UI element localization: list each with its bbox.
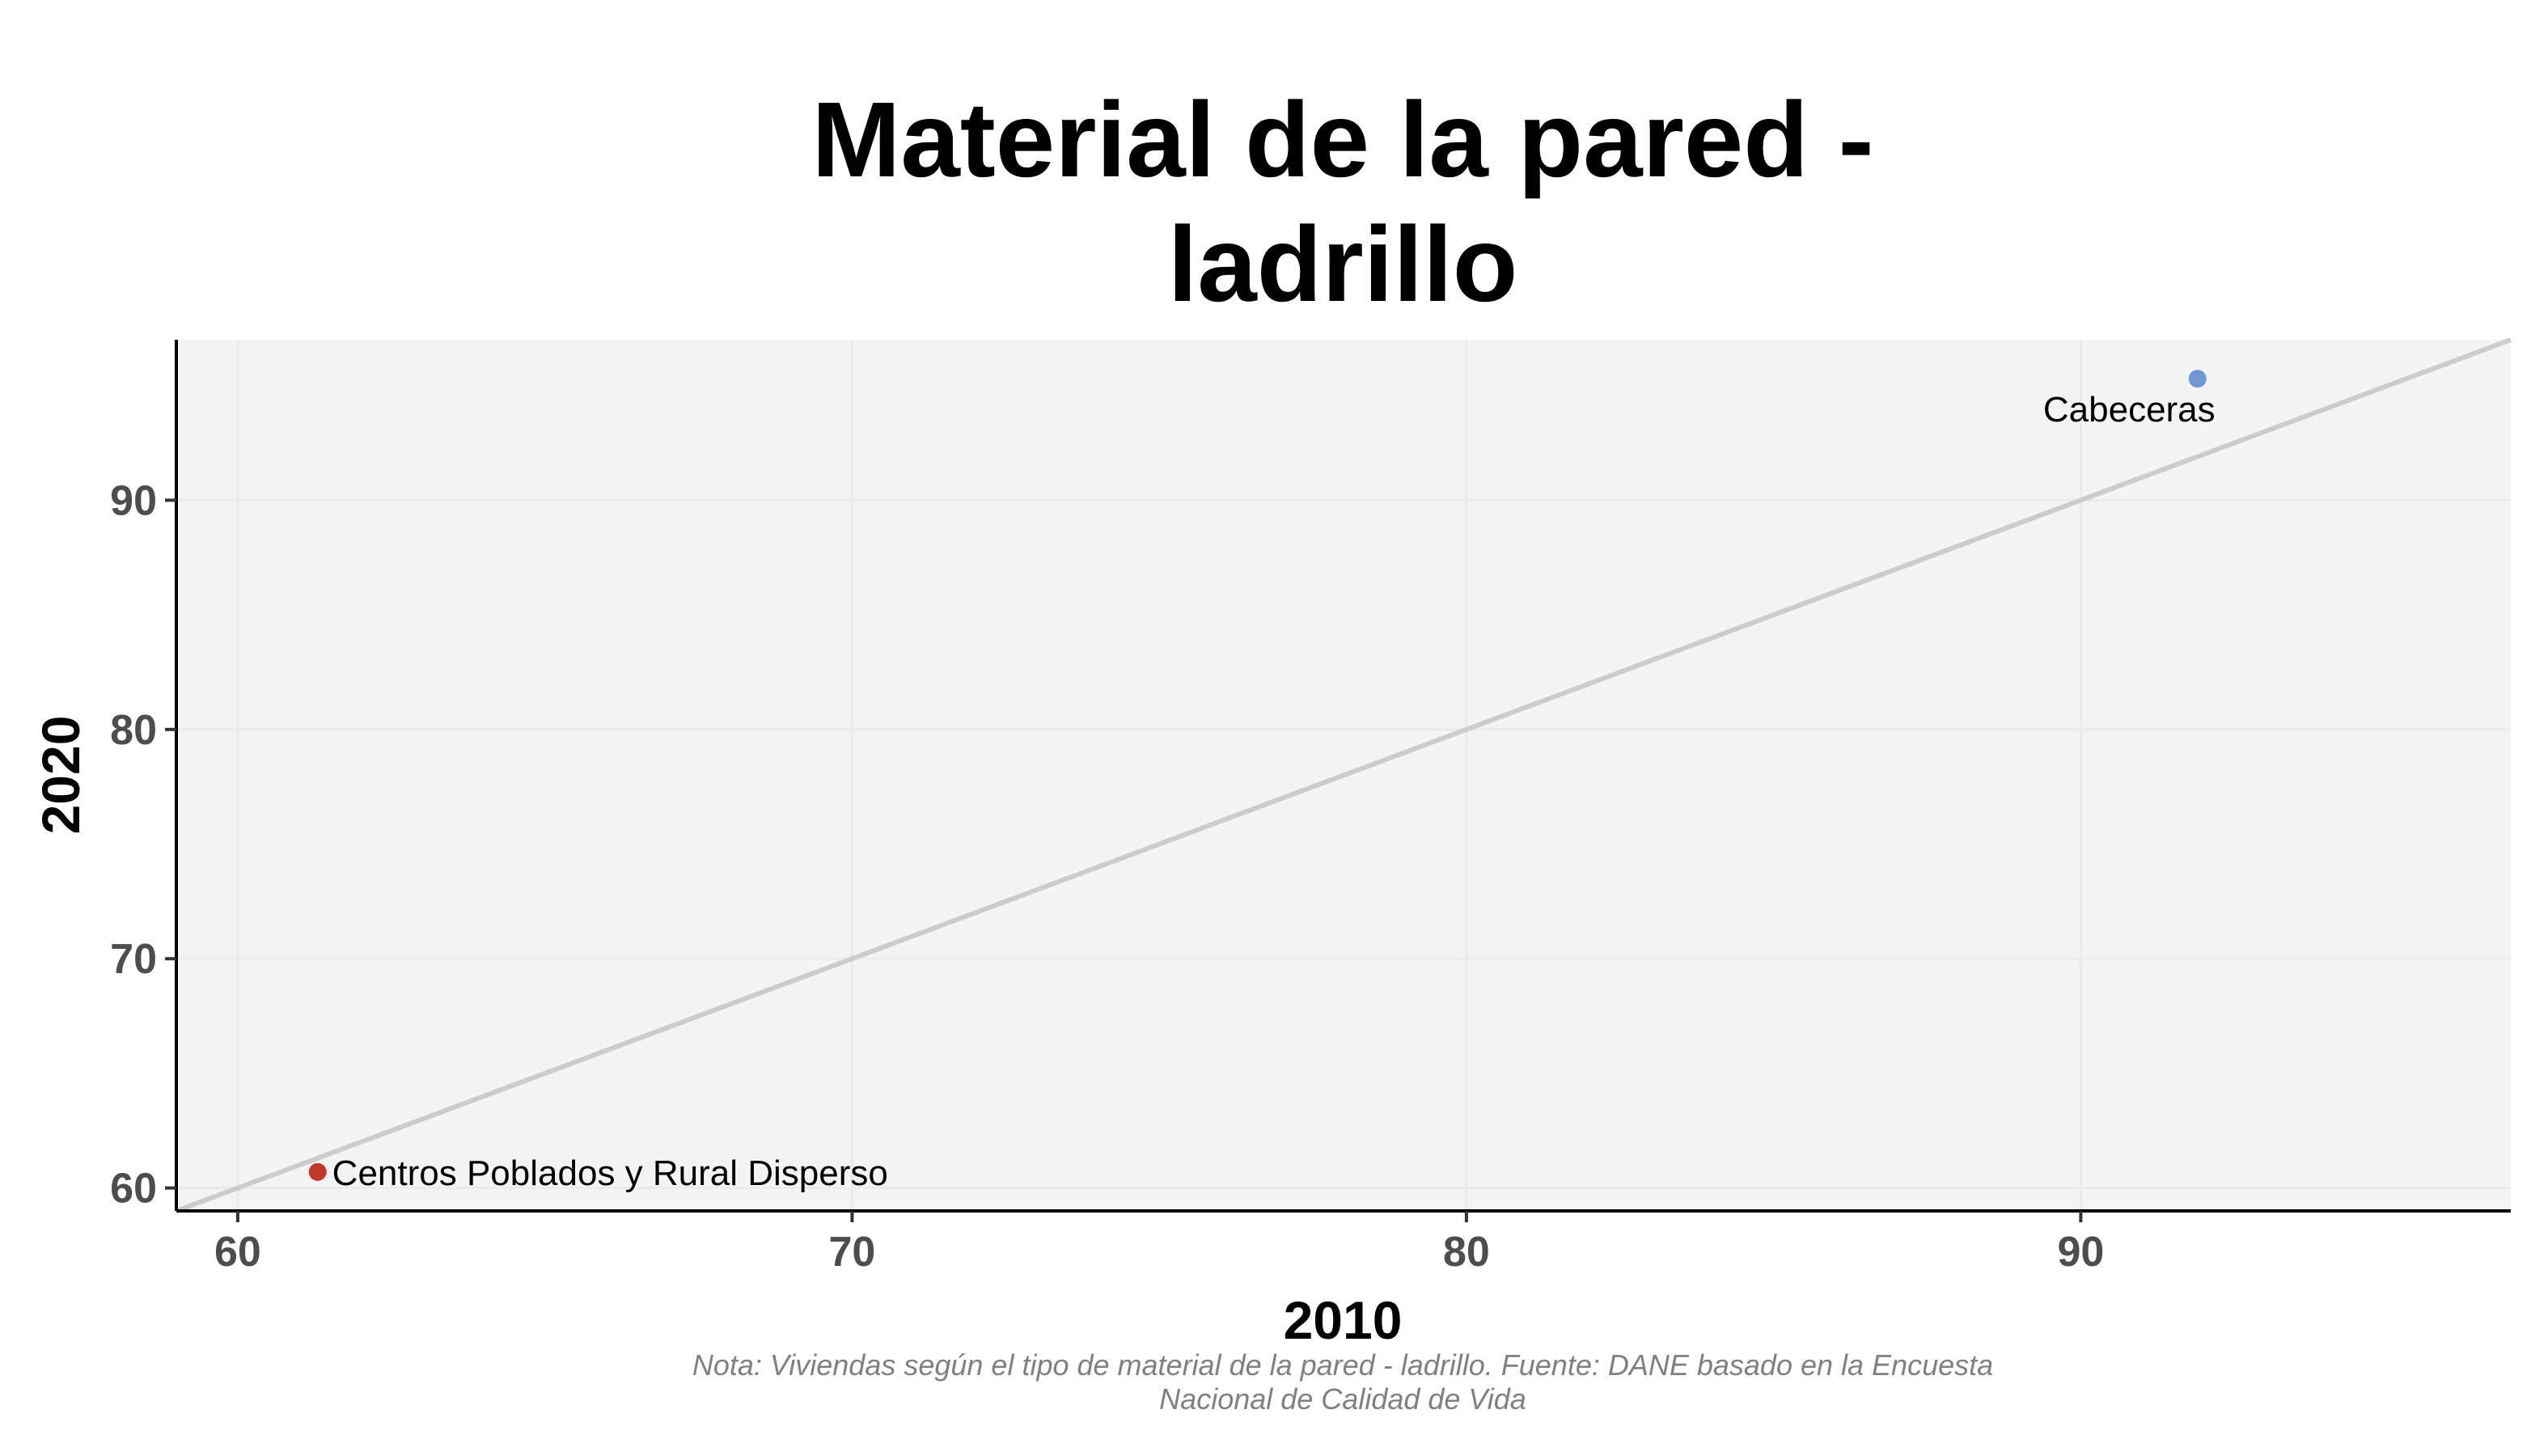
y-axis-ticks: 60 70 80 90 — [110, 477, 176, 1213]
y-tick-label: 80 — [110, 707, 157, 754]
x-tick-label: 90 — [2057, 1229, 2104, 1276]
grid-lines — [176, 340, 2511, 1211]
x-tick-label: 60 — [214, 1229, 261, 1276]
identity-reference-line — [175, 337, 2512, 1213]
data-point-label: Cabeceras — [2043, 390, 2216, 430]
y-tick-label: 70 — [110, 936, 157, 983]
caption-line-2: Nacional de Calidad de Vida — [1159, 1382, 1526, 1416]
x-tick-label: 70 — [828, 1229, 875, 1276]
caption-line-1: Nota: Viviendas según el tipo de materia… — [692, 1348, 1993, 1382]
chart-title-line-1: Material de la pared - — [811, 80, 1873, 199]
data-point — [308, 1162, 327, 1181]
data-point — [2188, 370, 2207, 388]
data-points: Centros Poblados y Rural Disperso Cabecer… — [308, 370, 2216, 1193]
x-axis-ticks: 60 70 80 90 — [214, 1211, 2104, 1276]
y-axis-title: 2020 — [31, 716, 91, 835]
x-axis-title: 2010 — [1284, 1290, 1403, 1350]
x-tick-label: 80 — [1443, 1229, 1490, 1276]
y-tick-label: 60 — [110, 1166, 157, 1213]
y-tick-label: 90 — [110, 477, 157, 524]
data-point-label: Centros Poblados y Rural Disperso — [332, 1153, 888, 1193]
chart-title-line-2: ladrillo — [1168, 205, 1518, 324]
